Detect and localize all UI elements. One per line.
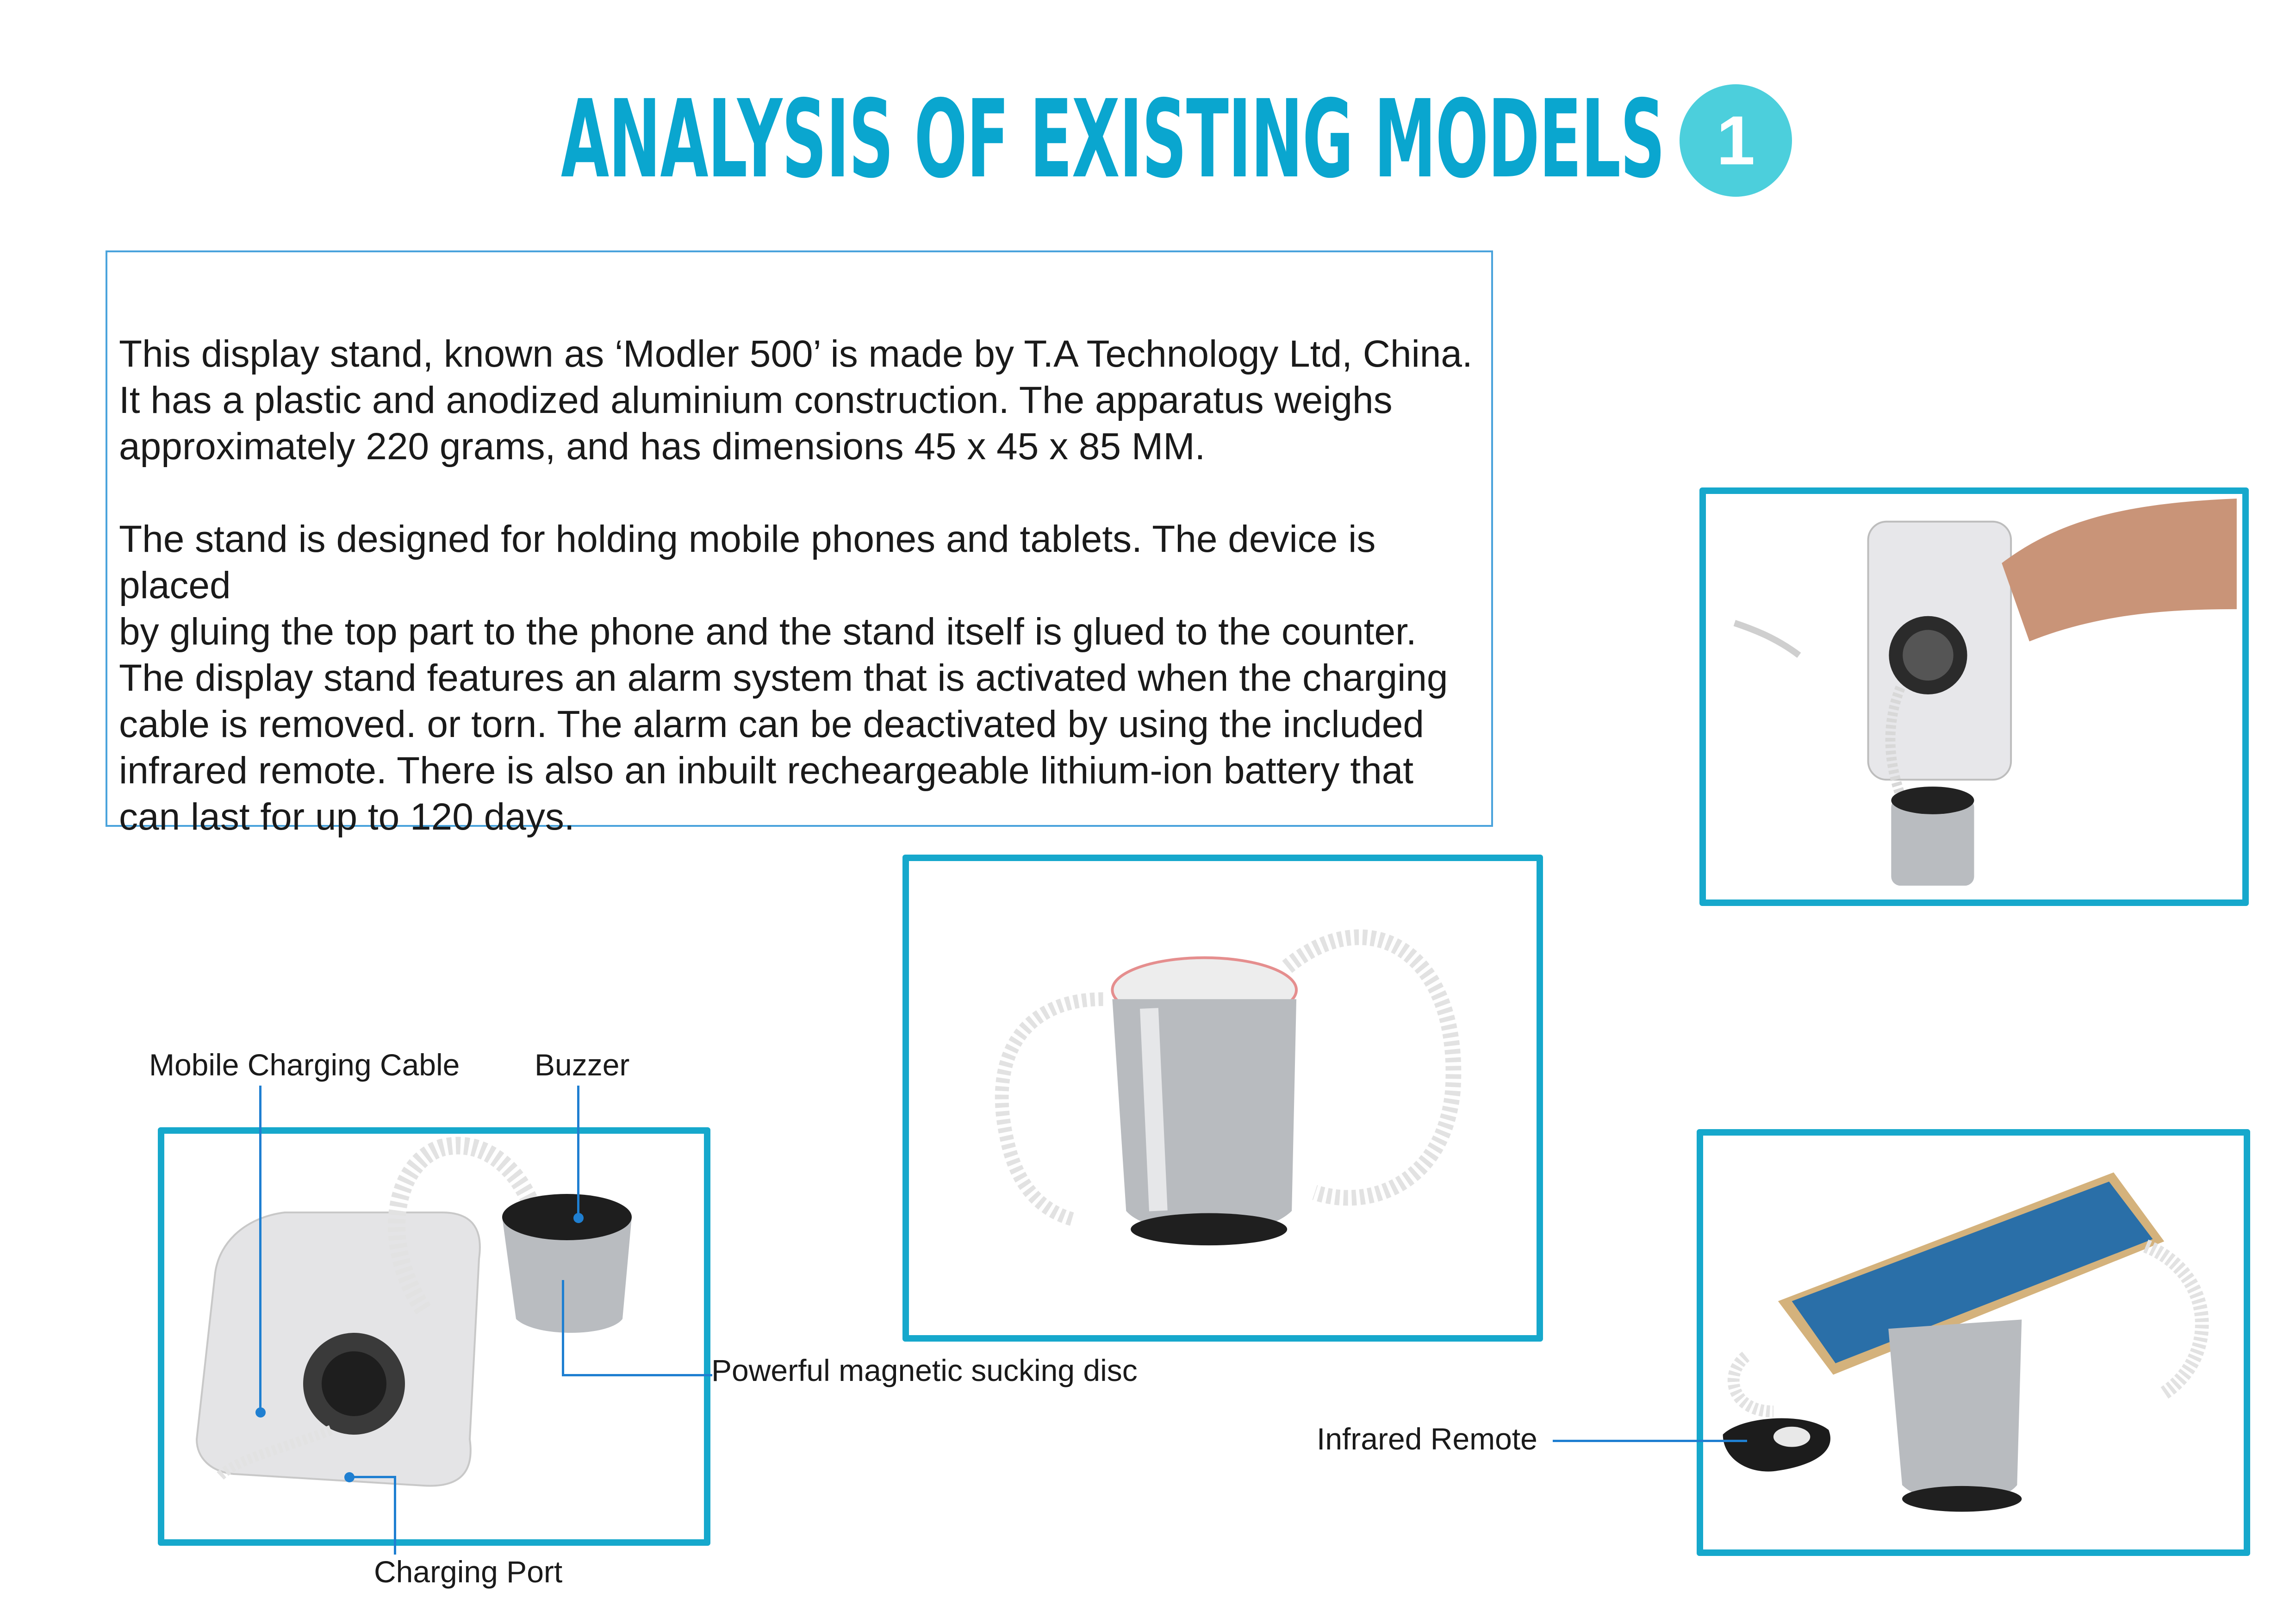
description-paragraph-1: This display stand, known as ‘Modler 500… bbox=[119, 333, 1473, 468]
leader-line-charging-port-horizontal bbox=[349, 1476, 396, 1478]
leader-line-buzzer bbox=[577, 1086, 579, 1218]
photo-annotated-product bbox=[158, 1127, 710, 1546]
phone-remote-illustration bbox=[1723, 1172, 2209, 1512]
photo-stand-coiled-cable bbox=[902, 855, 1543, 1342]
photo-phone-with-remote bbox=[1697, 1129, 2250, 1556]
leader-line-charging-cable bbox=[259, 1086, 261, 1412]
label-infrared-remote: Infrared Remote bbox=[1317, 1422, 1537, 1456]
photo-hand-holding-phone bbox=[1699, 487, 2249, 906]
leader-dot-charging-port bbox=[344, 1472, 355, 1482]
leader-dot-charging-cable bbox=[255, 1407, 266, 1418]
label-magnetic-disc: Powerful magnetic sucking disc bbox=[711, 1353, 1138, 1387]
page-number-badge: 1 bbox=[1680, 84, 1792, 197]
annotated-product-illustration bbox=[195, 1137, 632, 1487]
label-buzzer: Buzzer bbox=[535, 1048, 630, 1082]
page-title: ANALYSIS OF EXISTING MODELS bbox=[561, 77, 1665, 202]
description-box: This display stand, known as ‘Modler 500… bbox=[106, 250, 1493, 838]
leader-line-charging-port-vertical bbox=[394, 1476, 396, 1555]
stand-coil-illustration bbox=[995, 929, 1462, 1246]
label-mobile-charging-cable: Mobile Charging Cable bbox=[149, 1048, 460, 1082]
description-paragraph-2: The stand is designed for holding mobile… bbox=[119, 518, 1448, 838]
label-charging-port: Charging Port bbox=[374, 1555, 563, 1589]
leader-line-magnetic-disc-vertical bbox=[562, 1280, 564, 1375]
leader-dot-buzzer bbox=[573, 1213, 584, 1223]
hand-phone-illustration bbox=[1733, 498, 2237, 886]
leader-line-magnetic-disc-horizontal bbox=[562, 1374, 712, 1376]
leader-line-infrared-remote bbox=[1553, 1440, 1747, 1442]
